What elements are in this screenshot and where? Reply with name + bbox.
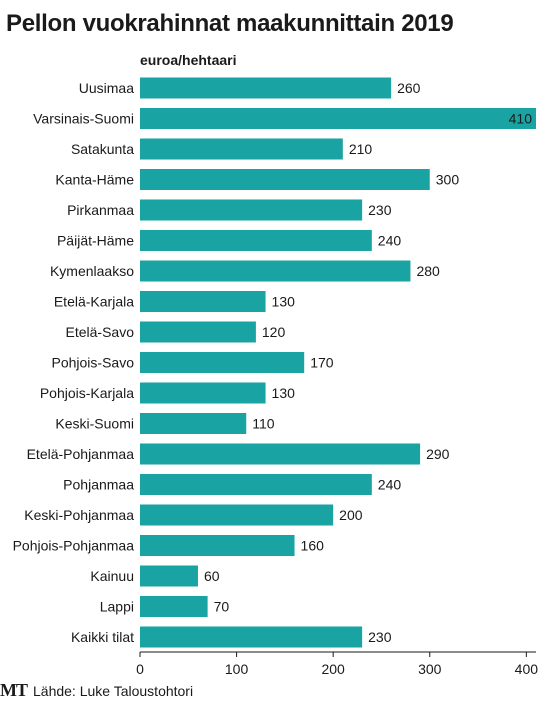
category-label: Kymenlaakso [50, 263, 134, 279]
value-label: 170 [310, 355, 334, 371]
category-label: Etelä-Pohjanmaa [27, 446, 135, 462]
bar [140, 352, 305, 373]
x-tick-label: 200 [321, 661, 345, 677]
unit-label: euroa/hehtaari [140, 52, 237, 68]
chart-title: Pellon vuokrahinnat maakunnittain 2019 [6, 10, 454, 37]
bar [140, 138, 343, 160]
category-label: Päijät-Häme [57, 233, 134, 249]
value-label: 240 [378, 233, 402, 249]
bar [140, 321, 256, 343]
value-label: 160 [301, 538, 325, 554]
category-label: Lappi [100, 599, 134, 615]
value-label: 200 [339, 507, 363, 523]
value-label: 60 [204, 568, 220, 584]
bar [140, 413, 247, 434]
bar [140, 77, 392, 99]
category-label: Etelä-Savo [66, 324, 135, 340]
category-label: Uusimaa [79, 80, 134, 96]
value-label: 120 [262, 324, 286, 340]
value-label: 240 [378, 477, 402, 493]
category-label: Etelä-Karjala [54, 294, 134, 310]
bar [140, 535, 295, 556]
bar [140, 626, 363, 648]
value-label: 290 [426, 446, 450, 462]
value-label: 280 [416, 263, 440, 279]
x-tick-label: 400 [515, 661, 539, 677]
category-label: Pohjanmaa [63, 477, 134, 493]
x-tick-label: 0 [136, 661, 144, 677]
bar [140, 474, 372, 495]
x-tick-label: 100 [225, 661, 249, 677]
bar [140, 504, 334, 526]
bar [140, 230, 372, 251]
category-label: Keski-Suomi [55, 416, 134, 432]
value-label: 230 [368, 202, 392, 218]
bar [140, 169, 430, 190]
category-label: Pohjois-Karjala [40, 385, 134, 401]
category-label: Pirkanmaa [67, 202, 134, 218]
value-label: 110 [252, 416, 275, 432]
bar [140, 382, 266, 404]
x-tick-label: 300 [418, 661, 442, 677]
value-label: 260 [397, 80, 421, 96]
value-label: 210 [349, 141, 373, 157]
category-label: Kainuu [90, 568, 134, 584]
category-label: Pohjois-Pohjanmaa [13, 538, 135, 554]
value-label: 300 [436, 172, 460, 188]
value-label: 230 [368, 629, 392, 645]
category-label: Kanta-Häme [55, 172, 134, 188]
source-note: Lähde: Luke Taloustohtori [33, 683, 194, 699]
value-label: 130 [272, 294, 296, 310]
value-label: 130 [272, 385, 296, 401]
bar [140, 199, 363, 221]
category-label: Kaikki tilat [71, 629, 134, 645]
bar [140, 291, 266, 312]
category-label: Satakunta [71, 141, 134, 157]
category-label: Varsinais-Suomi [33, 111, 134, 127]
bar [140, 260, 411, 282]
mt-logo: MT [0, 680, 28, 700]
category-label: Pohjois-Savo [52, 355, 135, 371]
category-label: Keski-Pohjanmaa [24, 507, 134, 523]
bar [140, 596, 208, 617]
bar [140, 108, 536, 129]
bar [140, 443, 421, 465]
footer: MT Lähde: Luke Taloustohtori [0, 680, 193, 701]
value-label: 70 [214, 599, 230, 615]
value-label: 410 [509, 111, 533, 127]
bar [140, 565, 198, 587]
